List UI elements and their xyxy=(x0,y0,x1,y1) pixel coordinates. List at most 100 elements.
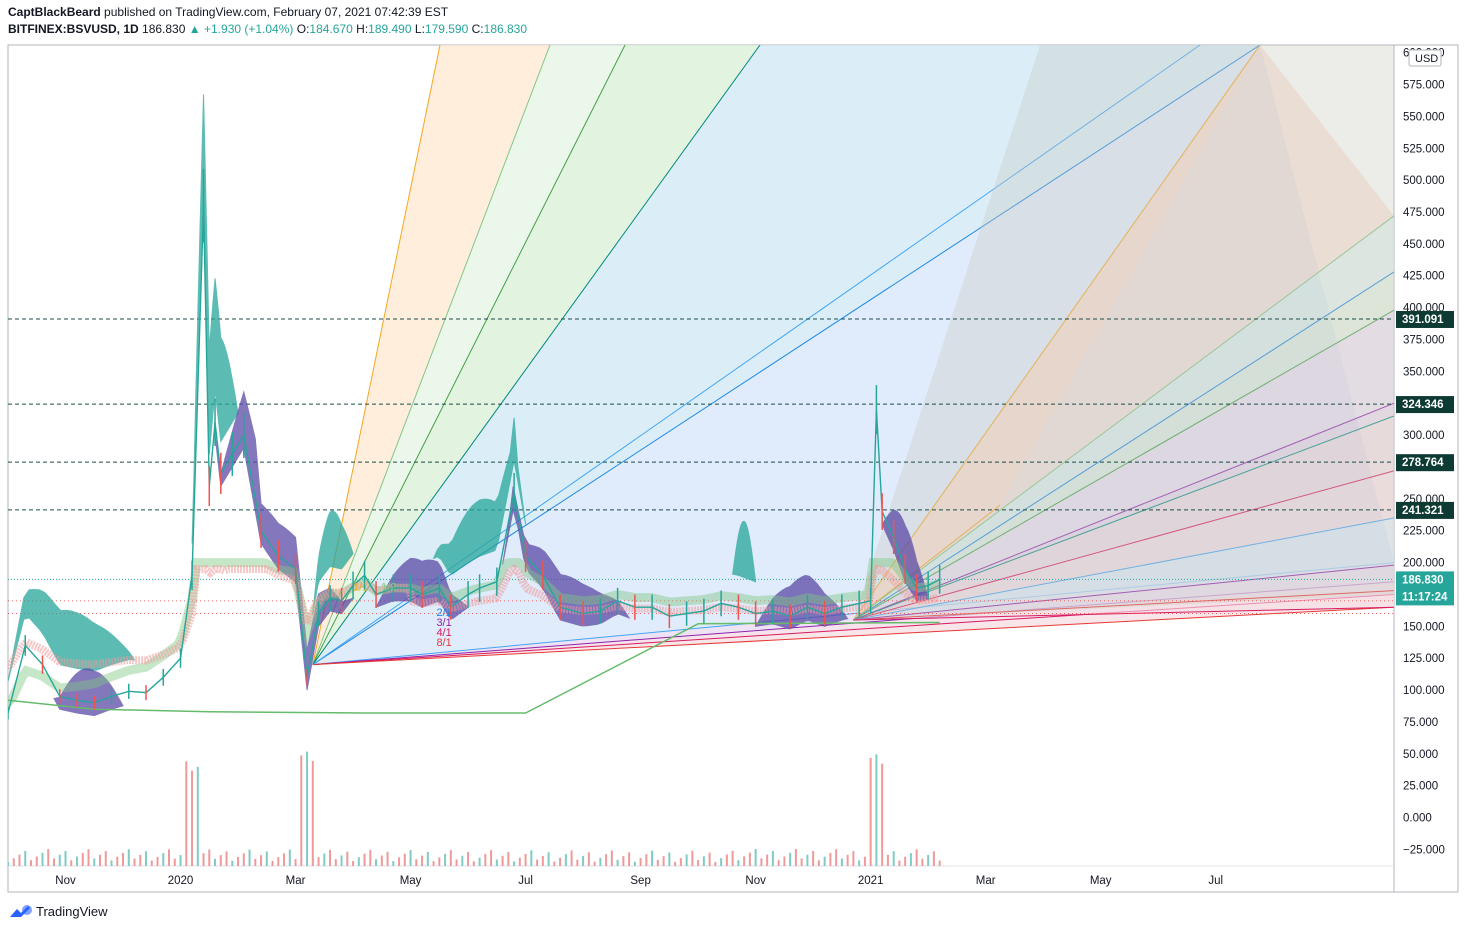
volume-bar xyxy=(53,858,56,866)
volume-bar xyxy=(702,856,705,866)
y-tick-label: 50.000 xyxy=(1403,749,1438,761)
volume-bar xyxy=(921,858,924,866)
level-tag xyxy=(1396,454,1454,472)
gann-fan-2-ray xyxy=(853,590,1394,621)
volume-bar xyxy=(300,755,303,866)
volume-bar xyxy=(651,850,654,866)
volume-bar xyxy=(265,851,268,866)
volume-bar xyxy=(225,851,228,866)
volume-bar xyxy=(668,852,671,866)
volume-bar xyxy=(800,858,803,866)
volume-bar xyxy=(495,859,498,866)
volume-bar xyxy=(536,859,539,866)
y-tick-label: 350.000 xyxy=(1403,366,1445,378)
volume-bar xyxy=(208,849,211,866)
change-arrow-icon: ▲ xyxy=(188,22,201,36)
open-value: 184.670 xyxy=(309,22,353,36)
level-tag-label: 278.764 xyxy=(1402,457,1444,469)
volume-bar xyxy=(524,854,527,866)
tradingview-logo[interactable]: TradingView xyxy=(8,903,108,919)
gann-fan-2-ray xyxy=(853,470,1394,621)
volume-bar xyxy=(99,854,102,866)
volume-bar xyxy=(731,850,734,866)
high-value: 189.490 xyxy=(368,22,412,36)
volume-bar xyxy=(777,860,780,866)
level-tag xyxy=(1396,310,1454,328)
volume-bar xyxy=(915,849,918,866)
gann-fan-label: 8/1 xyxy=(436,637,451,649)
volume-bar xyxy=(794,849,797,866)
volume-bar xyxy=(691,850,694,866)
volume-bar xyxy=(547,852,550,866)
y-tick-label: 475.000 xyxy=(1403,207,1445,219)
gann-fan-1-ray xyxy=(312,606,1394,666)
volume-bar xyxy=(823,856,826,866)
cloud-logo-icon xyxy=(10,905,32,917)
volume-bar xyxy=(283,853,286,866)
volume-bar xyxy=(81,852,84,866)
gann-fan-2-ray xyxy=(853,564,1394,621)
volume-bar xyxy=(570,850,573,866)
volume-bar xyxy=(760,858,763,866)
gann-fan-1-ray xyxy=(312,45,551,665)
volume-bar xyxy=(242,853,245,866)
volume-bar xyxy=(593,861,596,866)
y-tick-label: −25.000 xyxy=(1403,844,1445,856)
volume-bar xyxy=(927,855,930,866)
volume-bar xyxy=(145,851,148,866)
volume-bar xyxy=(628,852,631,866)
level-tag-label: 241.321 xyxy=(1402,505,1444,517)
volume-bar xyxy=(185,761,188,866)
volume-bar xyxy=(530,850,533,866)
volume-bar xyxy=(311,760,314,866)
volume-bar xyxy=(829,852,832,866)
gann-fan-2-ray xyxy=(853,271,1394,621)
x-tick-label: Nov xyxy=(55,875,76,887)
gann-fan-2-shade xyxy=(853,45,1394,620)
ichimoku-cloud xyxy=(432,417,527,575)
volume-bar xyxy=(421,855,424,866)
volume-bar xyxy=(87,849,90,866)
volume-bar xyxy=(725,854,728,866)
volume-bar xyxy=(501,855,504,866)
gann-fan-label: 2/1 xyxy=(436,607,451,619)
volume-bar xyxy=(156,856,159,866)
y-tick-label: 100.000 xyxy=(1403,685,1445,697)
bar-countdown-label: 11:17:24 xyxy=(1402,591,1448,603)
gann-fan-label: 1/1 xyxy=(353,582,368,594)
gann-fan-2-ray xyxy=(852,45,1261,621)
volume-bar xyxy=(219,855,222,866)
volume-bar xyxy=(18,854,21,866)
volume-bar xyxy=(415,859,418,866)
volume-bar xyxy=(168,849,171,866)
x-tick-label: Nov xyxy=(745,875,766,887)
volume-bar xyxy=(352,861,355,866)
level-tag-label: 324.346 xyxy=(1402,399,1444,411)
moving-average-red xyxy=(8,563,939,671)
volume-bar xyxy=(317,857,320,866)
volume-bar xyxy=(737,860,740,866)
x-tick-label: Jul xyxy=(518,875,533,887)
y-tick-label: 550.000 xyxy=(1403,111,1445,123)
volume-bar xyxy=(231,860,234,866)
volume-bar xyxy=(133,858,136,866)
symbol-name[interactable]: BITFINEX:BSVUSD, 1D xyxy=(8,22,139,36)
volume-bar xyxy=(162,853,165,866)
volume-bar xyxy=(340,855,343,866)
level-tag xyxy=(1396,396,1454,414)
volume-bar xyxy=(64,851,67,866)
volume-bar xyxy=(214,858,217,866)
volume-bar xyxy=(490,850,493,866)
price-tag-label: 186.830 xyxy=(1402,574,1444,586)
ichimoku-cloud xyxy=(53,668,124,717)
x-tick-label: 2021 xyxy=(858,875,884,887)
volume-bar xyxy=(386,851,389,866)
publisher-name[interactable]: CaptBlackBeard xyxy=(8,5,101,19)
volume-bar xyxy=(122,853,125,866)
y-tick-label: 225.000 xyxy=(1403,526,1445,538)
volume-bar xyxy=(196,766,199,866)
volume-bar xyxy=(8,862,9,866)
volume-bar xyxy=(714,861,717,866)
gann-fan-2-ray xyxy=(853,606,1394,621)
